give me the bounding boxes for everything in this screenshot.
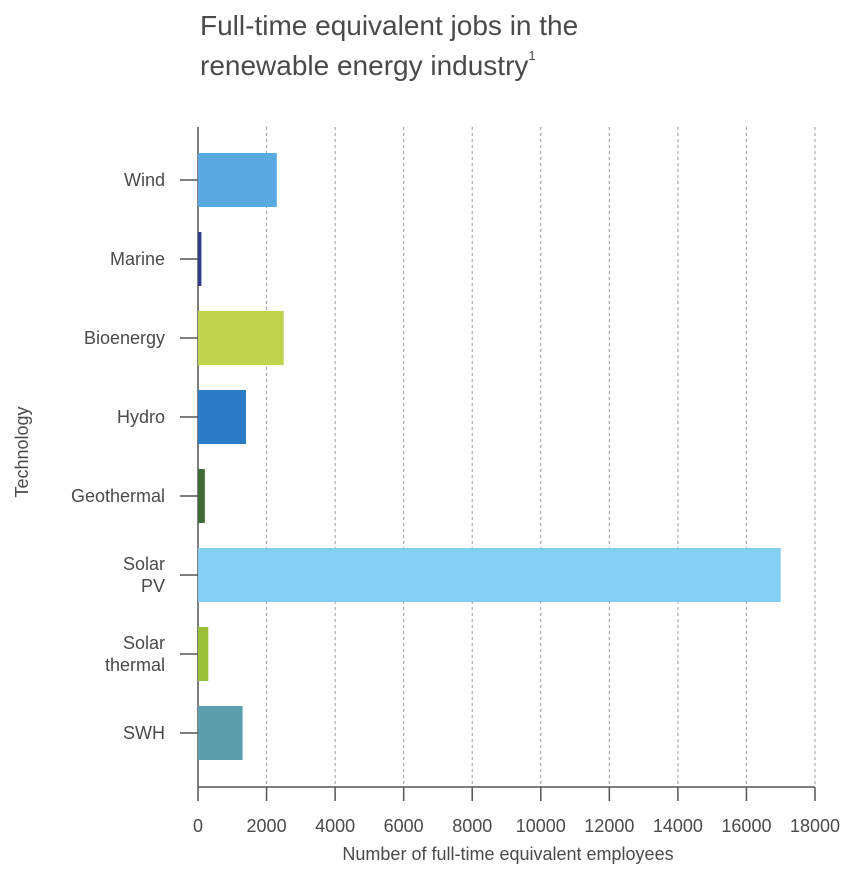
y-tick-label: Wind <box>123 170 165 190</box>
x-axis-label: Number of full-time equivalent employees <box>342 844 673 864</box>
x-tick-label: 8000 <box>452 816 492 836</box>
bar <box>198 311 284 365</box>
bar <box>198 232 202 286</box>
title-footnote: 1 <box>528 48 536 63</box>
x-tick-label: 16000 <box>721 816 771 836</box>
x-tick-label: 12000 <box>584 816 634 836</box>
chart-title: Full-time equivalent jobs in the renewab… <box>200 10 579 81</box>
y-tick-label: Solar thermal <box>104 633 165 675</box>
bar <box>198 627 209 681</box>
x-tick-label: 2000 <box>247 816 287 836</box>
bar <box>198 390 246 444</box>
y-tick-label: Bioenergy <box>83 328 165 348</box>
chart-title-block: Full-time equivalent jobs in the renewab… <box>200 6 578 86</box>
bar <box>198 153 277 207</box>
x-tick-label: 0 <box>193 816 203 836</box>
x-tick-label: 6000 <box>384 816 424 836</box>
x-tick-label: 14000 <box>653 816 703 836</box>
y-tick-label: Marine <box>109 249 165 269</box>
y-tick-label: Geothermal <box>70 486 165 506</box>
y-tick-label: Hydro <box>116 407 165 427</box>
y-tick-label: Solar PV <box>122 554 165 596</box>
bar <box>198 548 781 602</box>
x-tick-label: 18000 <box>790 816 840 836</box>
y-tick-label: SWH <box>123 723 165 743</box>
x-tick-label: 10000 <box>516 816 566 836</box>
bar <box>198 706 243 760</box>
x-tick-label: 4000 <box>315 816 355 836</box>
y-axis-label: Technology <box>12 406 32 497</box>
bar <box>198 469 205 523</box>
